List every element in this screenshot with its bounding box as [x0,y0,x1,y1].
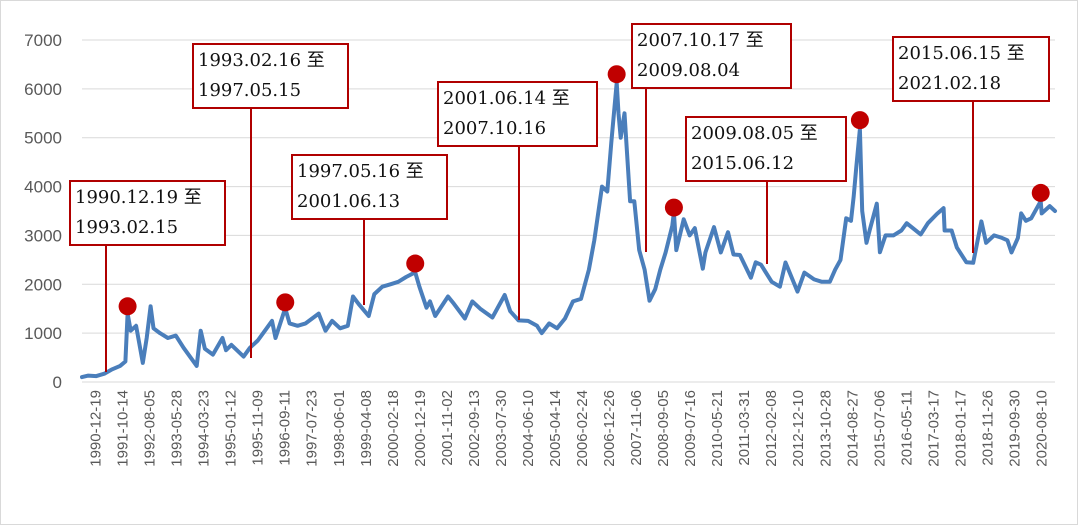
x-tick-label: 2005-04-14 [547,390,564,467]
callout-2-line1: 1993.02.16 至 [198,50,325,71]
y-axis-ticks: 0 1000 2000 3000 4000 5000 6000 7000 [24,31,62,392]
peak-marker [276,293,295,312]
x-tick-label: 2007-11-06 [628,390,645,466]
callout-3-line2: 2001.06.13 [297,191,401,212]
x-tick-label: 2020-08-10 [1033,390,1050,467]
peak-marker [118,297,137,316]
x-tick-label: 2002-09-13 [466,390,483,467]
x-tick-label: 1999-04-08 [358,390,375,467]
callout-3-line1: 1997.05.16 至 [297,161,424,182]
callout-5-line1: 2007.10.17 至 [637,30,764,51]
series-layer [80,80,1057,380]
callout-box-3: 1997.05.16 至 2001.06.13 [291,154,448,220]
callout-4-line2: 2007.10.16 [443,118,547,139]
x-axis-ticks: 1990-12-19 1991-10-14 1992-08-05 1993-05-28… [88,390,1051,467]
callout-2-line2: 1997.05.15 [198,80,302,101]
x-tick-label: 1994-03-23 [196,390,213,467]
x-tick-label: 2018-11-26 [979,390,996,466]
callout-1-line2: 1993.02.15 [75,217,179,238]
x-tick-label: 2006-02-24 [574,390,591,467]
y-tick-label: 6000 [24,80,62,99]
y-tick-label: 2000 [24,275,62,294]
callout-line-6 [766,178,768,264]
x-tick-label: 1990-12-19 [88,390,105,467]
x-tick-label: 1997-07-23 [304,390,321,467]
callout-7-line1: 2015.06.15 至 [898,43,1025,64]
callout-box-7: 2015.06.15 至 2021.02.18 [892,36,1050,102]
callout-box-6: 2009.08.05 至 2015.06.12 [685,116,847,182]
callout-1-line1: 1990.12.19 至 [75,187,202,208]
callout-5-line2: 2009.08.04 [637,60,741,81]
callout-6-line2: 2015.06.12 [691,153,795,174]
x-tick-label: 1993-05-28 [169,390,186,467]
y-tick-label: 3000 [24,226,62,245]
x-tick-label: 2014-08-27 [844,390,861,467]
x-tick-label: 2013-10-28 [817,390,834,467]
x-tick-label: 2009-07-16 [682,390,699,467]
x-tick-label: 2006-12-26 [601,390,618,467]
x-tick-label: 2000-12-19 [412,390,429,467]
peak-marker [664,198,683,217]
x-tick-label: 2018-01-17 [952,390,969,467]
x-tick-label: 2015-07-06 [871,390,888,467]
x-tick-label: 2008-09-05 [655,390,672,467]
x-tick-label: 2010-05-21 [709,390,726,467]
x-tick-label: 2012-02-08 [763,390,780,467]
x-tick-label: 2004-06-10 [520,390,537,467]
callout-line-7 [972,98,974,253]
y-tick-label: 5000 [24,129,62,148]
callout-4-line1: 2001.06.14 至 [443,88,570,109]
x-tick-label: 1992-08-05 [142,390,159,467]
x-tick-label: 1998-06-01 [331,390,348,467]
callout-line-1 [105,238,107,372]
x-tick-label: 2016-05-11 [898,390,915,466]
x-tick-label: 2003-07-30 [493,390,510,467]
y-tick-label: 0 [53,373,62,392]
x-tick-label: 2017-03-17 [925,390,942,467]
callout-7-line2: 2021.02.18 [898,73,1002,94]
callout-6-line1: 2009.08.05 至 [691,123,818,144]
x-tick-label: 2019-09-30 [1006,390,1023,467]
callout-box-1: 1990.12.19 至 1993.02.15 [69,180,226,246]
y-tick-label: 7000 [24,31,62,50]
x-tick-label: 1995-01-12 [223,390,240,467]
callout-line-4 [518,142,520,320]
peak-marker [1031,183,1050,202]
callout-line-3 [363,217,365,305]
callout-box-4: 2001.06.14 至 2007.10.16 [437,81,598,147]
x-tick-label: 2000-02-18 [385,390,402,467]
callout-line-2 [250,105,252,358]
y-tick-label: 4000 [24,178,62,197]
x-tick-label: 1995-11-09 [250,390,267,466]
x-tick-label: 1996-09-11 [277,390,294,466]
peak-marker [607,65,626,84]
peak-markers [118,65,1050,316]
callout-box-5: 2007.10.17 至 2009.08.04 [631,23,792,89]
x-tick-label: 2001-11-02 [439,390,456,466]
y-tick-label: 1000 [24,324,62,343]
peak-marker [406,254,425,273]
x-tick-label: 2011-03-31 [736,390,753,466]
peak-marker [850,111,869,130]
x-tick-label: 1991-10-14 [115,390,132,467]
callout-box-2: 1993.02.16 至 1997.05.15 [192,43,349,109]
x-tick-label: 2012-12-10 [790,390,807,467]
series-line [80,80,1057,380]
callout-line-5 [645,86,647,252]
